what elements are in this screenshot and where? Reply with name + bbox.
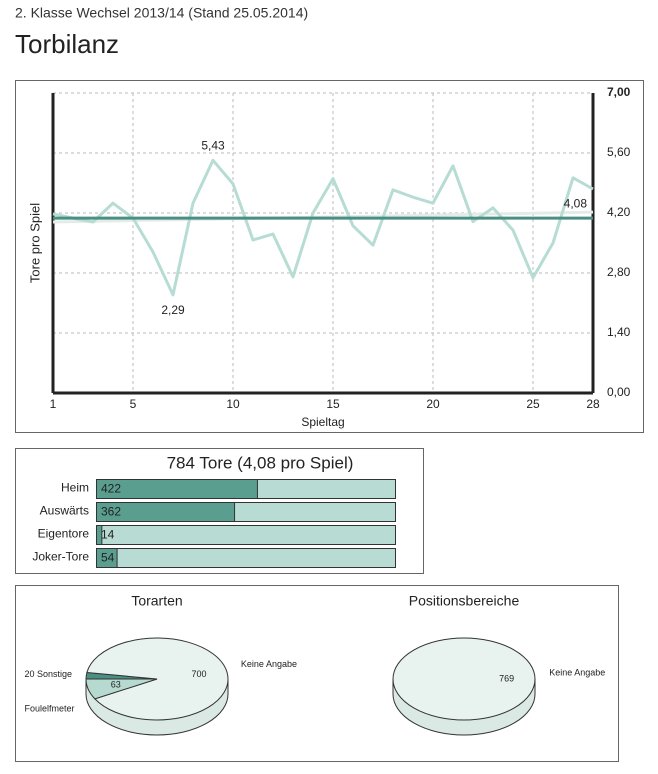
y-tick-label: 0,00 [607, 385, 631, 399]
slice-value: 700 [191, 669, 206, 679]
y-tick-label: 5,60 [607, 145, 631, 159]
bar-value: 422 [101, 482, 121, 496]
pie-slice [86, 637, 229, 721]
line-panel [15, 80, 644, 433]
bar [96, 525, 103, 545]
x-tick-label: 20 [426, 397, 440, 411]
y-axis-label: Tore pro Spiel [27, 203, 42, 283]
x-tick-label: 10 [226, 397, 240, 411]
bar-background [96, 525, 396, 545]
pie-slice [85, 678, 158, 700]
x-tick-label: 15 [326, 397, 340, 411]
slice-label: 20 Sonstige [25, 669, 73, 679]
page-title: Torbilanz [15, 29, 119, 59]
y-tick-label: 7,00 [607, 85, 631, 99]
slice-category: Sonstige [37, 669, 72, 679]
bar-value: 362 [101, 505, 121, 519]
category-label: Heim [61, 481, 89, 495]
data-label: 5,43 [201, 138, 225, 152]
category-label: Eigentore [38, 527, 90, 541]
x-tick-label: 5 [130, 397, 137, 411]
bar [96, 548, 118, 568]
slice-label: Foulelfmeter [24, 704, 74, 714]
pie-slice [392, 637, 536, 721]
bar-background [96, 548, 396, 568]
slice-value: 769 [499, 673, 514, 683]
category-label: Joker-Tore [32, 550, 89, 564]
bar [96, 479, 258, 499]
pie-title: Positionsbereiche [409, 593, 520, 609]
pie-title: Torarten [131, 593, 182, 609]
subtitle: 2. Klasse Wechsel 2013/14 (Stand 25.05.2… [15, 5, 308, 21]
slice-label: Keine Angabe [241, 659, 297, 669]
data-label: 4,08 [564, 196, 588, 210]
bar-title: 784 Tore (4,08 pro Spiel) [167, 453, 354, 472]
category-label: Auswärts [40, 504, 89, 518]
x-axis-label: Spieltag [301, 415, 344, 429]
y-tick-label: 1,40 [607, 325, 631, 339]
bar-value: 14 [101, 528, 115, 542]
slice-value: 20 [25, 669, 35, 679]
data-label: 2,29 [161, 303, 185, 317]
bar [96, 502, 236, 522]
bar-value: 54 [101, 551, 115, 565]
x-tick-label: 1 [50, 397, 57, 411]
y-tick-label: 2,80 [607, 265, 631, 279]
y-tick-label: 4,20 [607, 205, 631, 219]
slice-value: 63 [111, 680, 121, 690]
x-tick-label: 28 [586, 397, 600, 411]
slice-label: Keine Angabe [549, 667, 605, 677]
x-tick-label: 25 [526, 397, 540, 411]
